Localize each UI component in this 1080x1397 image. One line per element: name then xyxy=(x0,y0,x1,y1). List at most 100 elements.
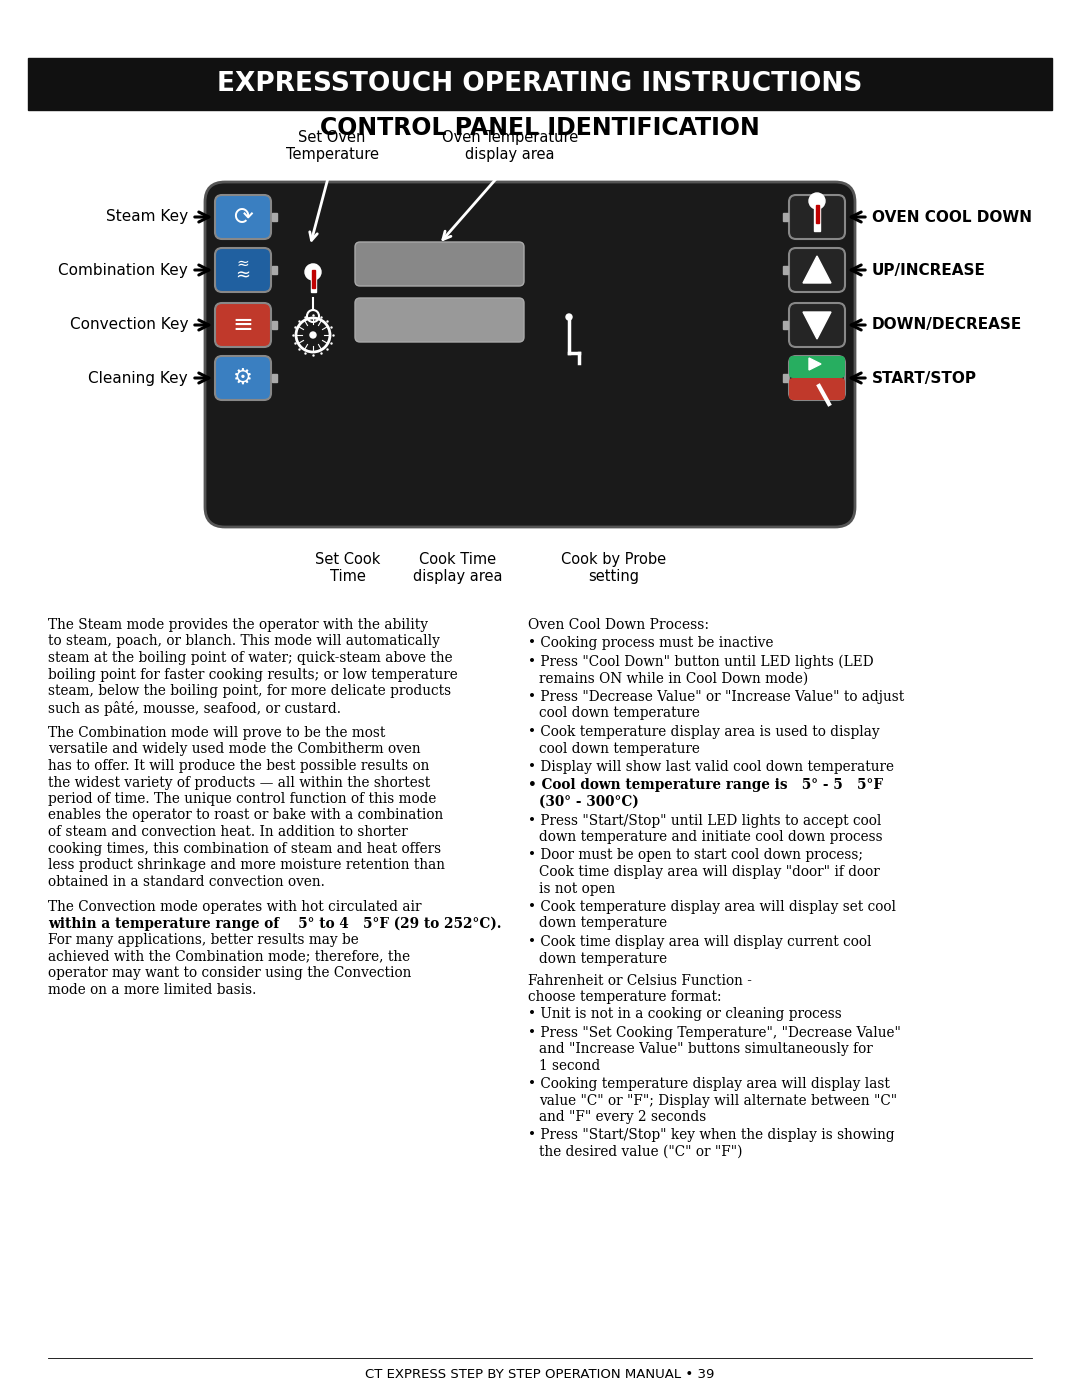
Bar xyxy=(311,270,314,288)
Text: (30° - 300°C): (30° - 300°C) xyxy=(539,795,638,809)
Text: mode on a more limited basis.: mode on a more limited basis. xyxy=(48,982,256,996)
Text: Cook Time
display area: Cook Time display area xyxy=(414,552,503,584)
Text: • Door must be open to start cool down process;: • Door must be open to start cool down p… xyxy=(528,848,863,862)
Text: CT EXPRESS STEP BY STEP OPERATION MANUAL • 39: CT EXPRESS STEP BY STEP OPERATION MANUAL… xyxy=(365,1369,715,1382)
Text: For many applications, better results may be: For many applications, better results ma… xyxy=(48,933,359,947)
Bar xyxy=(783,374,788,381)
Text: • Press "Start/Stop" key when the display is showing: • Press "Start/Stop" key when the displa… xyxy=(528,1129,894,1143)
Text: • Press "Cool Down" button until LED lights (LED: • Press "Cool Down" button until LED lig… xyxy=(528,655,874,669)
Text: enables the operator to roast or bake with a combination: enables the operator to roast or bake wi… xyxy=(48,809,443,823)
Text: down temperature: down temperature xyxy=(539,916,667,930)
Bar xyxy=(272,265,276,274)
Text: ≡: ≡ xyxy=(232,313,254,337)
Text: ⚙: ⚙ xyxy=(233,367,253,388)
Text: and "Increase Value" buttons simultaneously for: and "Increase Value" buttons simultaneou… xyxy=(539,1042,873,1056)
Text: Steam Key: Steam Key xyxy=(106,210,188,225)
Text: down temperature and initiate cool down process: down temperature and initiate cool down … xyxy=(539,830,882,844)
FancyBboxPatch shape xyxy=(789,196,845,239)
Text: The Combination mode will prove to be the most: The Combination mode will prove to be th… xyxy=(48,726,386,740)
Text: EXPRESSTOUCH OPERATING INSTRUCTIONS: EXPRESSTOUCH OPERATING INSTRUCTIONS xyxy=(217,71,863,96)
FancyBboxPatch shape xyxy=(215,356,271,400)
Text: START/STOP: START/STOP xyxy=(872,370,977,386)
Text: • Cooking temperature display area will display last: • Cooking temperature display area will … xyxy=(528,1077,890,1091)
Text: OVEN COOL DOWN: OVEN COOL DOWN xyxy=(872,210,1032,225)
Text: Convection Key: Convection Key xyxy=(69,317,188,332)
Circle shape xyxy=(566,314,572,320)
Bar xyxy=(272,212,276,221)
FancyBboxPatch shape xyxy=(789,303,845,346)
Text: operator may want to consider using the Convection: operator may want to consider using the … xyxy=(48,965,411,981)
Text: The Convection mode operates with hot circulated air: The Convection mode operates with hot ci… xyxy=(48,900,421,914)
Bar xyxy=(272,374,276,381)
Text: remains ON while in Cool Down mode): remains ON while in Cool Down mode) xyxy=(539,672,808,686)
FancyBboxPatch shape xyxy=(789,249,845,292)
Text: Set Cook
Time: Set Cook Time xyxy=(315,552,380,584)
Text: ≈: ≈ xyxy=(237,256,249,271)
Text: steam, below the boiling point, for more delicate products: steam, below the boiling point, for more… xyxy=(48,685,451,698)
Circle shape xyxy=(305,264,321,279)
FancyBboxPatch shape xyxy=(789,379,845,400)
Bar xyxy=(814,205,820,231)
FancyBboxPatch shape xyxy=(789,356,845,400)
Polygon shape xyxy=(804,312,831,339)
Polygon shape xyxy=(804,256,831,284)
Text: Oven Cool Down Process:: Oven Cool Down Process: xyxy=(528,617,708,631)
Text: within a temperature range of    5° to 4   5°F (29 to 252°C).: within a temperature range of 5° to 4 5°… xyxy=(48,916,501,930)
Text: boiling point for faster cooking results; or low temperature: boiling point for faster cooking results… xyxy=(48,668,458,682)
Text: • Cook temperature display area is used to display: • Cook temperature display area is used … xyxy=(528,725,879,739)
Text: cool down temperature: cool down temperature xyxy=(539,707,700,721)
FancyBboxPatch shape xyxy=(355,242,524,286)
Text: Cook time display area will display "door" if door: Cook time display area will display "doo… xyxy=(539,865,880,879)
Text: to steam, poach, or blanch. This mode will automatically: to steam, poach, or blanch. This mode wi… xyxy=(48,634,440,648)
Text: • Cooking process must be inactive: • Cooking process must be inactive xyxy=(528,637,773,651)
Text: steam at the boiling point of water; quick-steam above the: steam at the boiling point of water; qui… xyxy=(48,651,453,665)
Text: • Cool down temperature range is   5° - 5   5°F: • Cool down temperature range is 5° - 5 … xyxy=(528,778,883,792)
Text: is not open: is not open xyxy=(539,882,616,895)
Text: the desired value ("C" or "F"): the desired value ("C" or "F") xyxy=(539,1146,743,1160)
Text: cool down temperature: cool down temperature xyxy=(539,742,700,756)
Text: ⟳: ⟳ xyxy=(233,205,253,229)
Text: • Press "Decrease Value" or "Increase Value" to adjust: • Press "Decrease Value" or "Increase Va… xyxy=(528,690,904,704)
Text: Oven Temperature
display area: Oven Temperature display area xyxy=(442,130,578,162)
Text: versatile and widely used mode the Combitherm oven: versatile and widely used mode the Combi… xyxy=(48,742,420,757)
Bar xyxy=(272,321,276,330)
Text: Combination Key: Combination Key xyxy=(58,263,188,278)
Polygon shape xyxy=(809,358,821,370)
FancyBboxPatch shape xyxy=(215,249,271,292)
Text: • Press "Start/Stop" until LED lights to accept cool: • Press "Start/Stop" until LED lights to… xyxy=(528,813,881,827)
Text: • Unit is not in a cooking or cleaning process: • Unit is not in a cooking or cleaning p… xyxy=(528,1007,841,1021)
Text: 1 second: 1 second xyxy=(539,1059,600,1073)
Text: Cleaning Key: Cleaning Key xyxy=(89,370,188,386)
FancyBboxPatch shape xyxy=(205,182,855,527)
FancyBboxPatch shape xyxy=(215,303,271,346)
Bar xyxy=(783,321,788,330)
Text: and "F" every 2 seconds: and "F" every 2 seconds xyxy=(539,1111,706,1125)
FancyBboxPatch shape xyxy=(215,196,271,239)
FancyBboxPatch shape xyxy=(789,356,845,379)
Text: of steam and convection heat. In addition to shorter: of steam and convection heat. In additio… xyxy=(48,826,408,840)
Text: • Display will show last valid cool down temperature: • Display will show last valid cool down… xyxy=(528,760,894,774)
Circle shape xyxy=(310,332,316,338)
Text: choose temperature format:: choose temperature format: xyxy=(528,990,721,1004)
Text: down temperature: down temperature xyxy=(539,951,667,965)
Text: The Steam mode provides the operator with the ability: The Steam mode provides the operator wit… xyxy=(48,617,428,631)
Text: has to offer. It will produce the best possible results on: has to offer. It will produce the best p… xyxy=(48,759,430,773)
Text: CONTROL PANEL IDENTIFICATION: CONTROL PANEL IDENTIFICATION xyxy=(320,116,760,140)
Text: such as pâté, mousse, seafood, or custard.: such as pâté, mousse, seafood, or custar… xyxy=(48,700,341,715)
Bar xyxy=(783,212,788,221)
Text: • Press "Set Cooking Temperature", "Decrease Value": • Press "Set Cooking Temperature", "Decr… xyxy=(528,1025,901,1039)
Bar xyxy=(815,205,819,224)
Text: achieved with the Combination mode; therefore, the: achieved with the Combination mode; ther… xyxy=(48,950,410,964)
Text: Cook by Probe
setting: Cook by Probe setting xyxy=(562,552,666,584)
Text: DOWN/DECREASE: DOWN/DECREASE xyxy=(872,317,1023,332)
Text: • Cook temperature display area will display set cool: • Cook temperature display area will dis… xyxy=(528,900,896,914)
Text: Set Oven
Temperature: Set Oven Temperature xyxy=(285,130,378,162)
Text: obtained in a standard convection oven.: obtained in a standard convection oven. xyxy=(48,875,325,888)
Text: period of time. The unique control function of this mode: period of time. The unique control funct… xyxy=(48,792,436,806)
Bar xyxy=(28,59,1052,110)
Bar xyxy=(783,265,788,274)
Text: the widest variety of products — all within the shortest: the widest variety of products — all wit… xyxy=(48,775,430,789)
Bar xyxy=(311,264,315,292)
Text: Fahrenheit or Celsius Function -: Fahrenheit or Celsius Function - xyxy=(528,974,752,988)
Text: cooking times, this combination of steam and heat offers: cooking times, this combination of steam… xyxy=(48,841,441,855)
